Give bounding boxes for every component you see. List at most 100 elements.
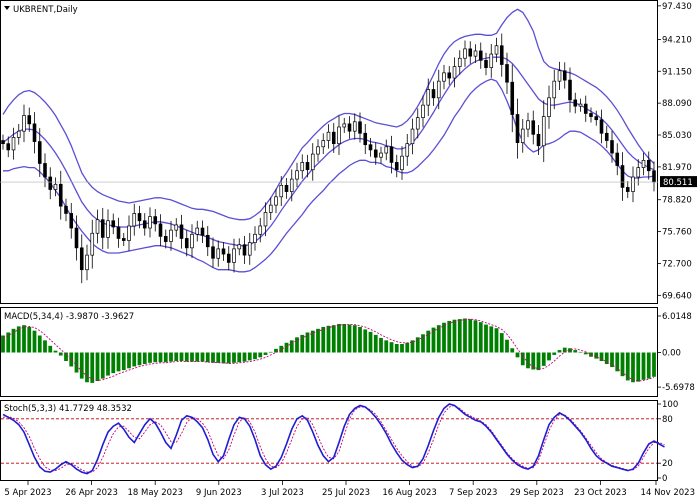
candle [426,78,431,117]
candle-body [379,152,383,158]
macd-bar [300,334,305,353]
macd-bar [326,325,331,353]
price-pane[interactable]: 97.430 94.210 91.150 88.090 85.030 81.970 78.8… [0,0,697,304]
candle-body [22,115,26,132]
candle-body [447,72,452,79]
candle [625,181,630,198]
macd-bar [505,339,509,353]
candle-body [389,146,394,163]
macd-bar [410,340,415,353]
macd-pane[interactable]: 6.0148 0.00 -5.6978 MACD(5,34,4) -3.9870 -… [0,307,695,397]
candle-body [426,89,431,106]
candle [295,162,299,188]
macd-bar [426,330,431,353]
candle [457,50,462,75]
macd-axis-tick-label: -5.6978 [662,383,695,393]
candle [95,209,100,244]
candle-body [604,132,609,141]
candle [652,161,656,192]
candle-body [216,248,221,259]
stoch-pane[interactable]: 100 80 20 0 Stoch(5,3,3) 41.7729 48.3532 [0,400,679,484]
price-axis-tick-label: 69.640 [662,291,692,301]
price-axis-tick-label: 88.090 [662,99,692,109]
candle [405,133,410,166]
macd-axis-tick-label: 0.00 [662,349,681,359]
candle [53,177,58,197]
bollinger-line [3,78,655,273]
candle [258,217,263,243]
candle-body [90,232,95,256]
macd-bar [573,350,578,353]
triangle-down-icon[interactable] [4,6,10,10]
candle [190,224,194,258]
candle-body [484,59,488,68]
macd-bar [541,352,546,366]
macd-bar [153,352,158,363]
macd-bar [85,352,89,383]
candle-body [142,220,147,229]
macd-bar [200,352,205,362]
candle-body [620,165,625,188]
candle-body [258,225,263,235]
candle [127,215,131,252]
candle [48,167,53,200]
macd-bar [284,342,289,353]
candle [604,125,609,149]
macd-bar [405,342,410,353]
candle [568,67,572,113]
candle-body [568,79,572,101]
candle-body [211,246,215,259]
candle [226,246,231,271]
macd-bar [90,352,95,383]
candle-body [442,72,446,82]
candle-body [594,116,599,121]
candle [289,169,294,202]
candle-body [232,248,236,263]
candle [347,116,352,139]
candle [379,146,383,164]
stoch-level-lines [1,418,657,464]
macd-bar [452,319,457,353]
candle-body [342,123,347,128]
macd-bar [431,327,436,353]
candle-body [16,130,21,138]
candle-body [295,170,299,180]
candle [478,42,483,69]
candle-body [358,121,362,134]
macd-bar [363,329,368,353]
candle-body [132,213,137,227]
candle-body [410,128,415,145]
candlestick-series [1,33,656,284]
macd-bar [463,318,467,353]
macd-bar [310,330,315,353]
candle [368,137,373,157]
candle [646,151,651,180]
candle-body [95,219,100,234]
macd-bar [316,328,320,353]
candle-body [64,205,68,214]
candle-body [137,213,142,222]
macd-bar [473,320,478,353]
macd-bar [557,350,562,353]
candle-body [599,119,604,134]
candle-body [37,141,42,164]
candle-body [562,70,567,81]
candle-body [1,140,5,145]
candle-body [583,103,588,114]
macd-bar [22,325,26,353]
candle-body [279,184,284,198]
macd-bar [494,328,499,353]
macd-bar [436,325,441,353]
macd-bar [289,340,294,353]
macd-bar [121,352,126,371]
candle [321,133,326,154]
candle [541,100,546,163]
candle-body [195,227,200,235]
candle-body [316,146,320,155]
date-axis: 5 Apr 2023 26 Apr 2023 18 May 2023 9 Jun 20… [4,481,695,498]
candle-body [589,113,593,117]
macd-bar [489,326,494,353]
candle [589,107,593,123]
macd-bar [111,352,116,374]
